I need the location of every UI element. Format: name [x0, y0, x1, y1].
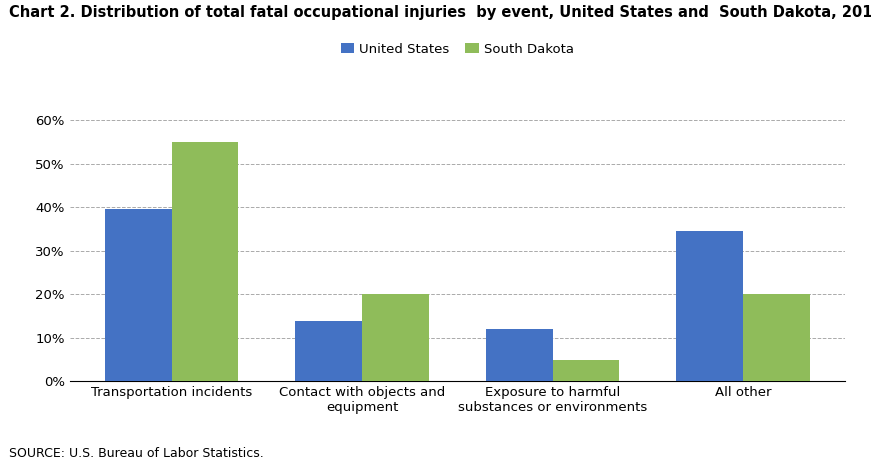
Text: Chart 2. Distribution of total fatal occupational injuries  by event, United Sta: Chart 2. Distribution of total fatal occ…: [9, 5, 871, 20]
Bar: [486, 329, 552, 381]
Bar: [172, 142, 239, 381]
Bar: [105, 209, 172, 381]
Bar: [362, 294, 429, 381]
Bar: [552, 359, 619, 381]
Legend: United States, South Dakota: United States, South Dakota: [335, 37, 579, 61]
Bar: [676, 231, 743, 381]
Bar: [743, 294, 810, 381]
Bar: [295, 321, 362, 381]
Text: SOURCE: U.S. Bureau of Labor Statistics.: SOURCE: U.S. Bureau of Labor Statistics.: [9, 447, 263, 460]
